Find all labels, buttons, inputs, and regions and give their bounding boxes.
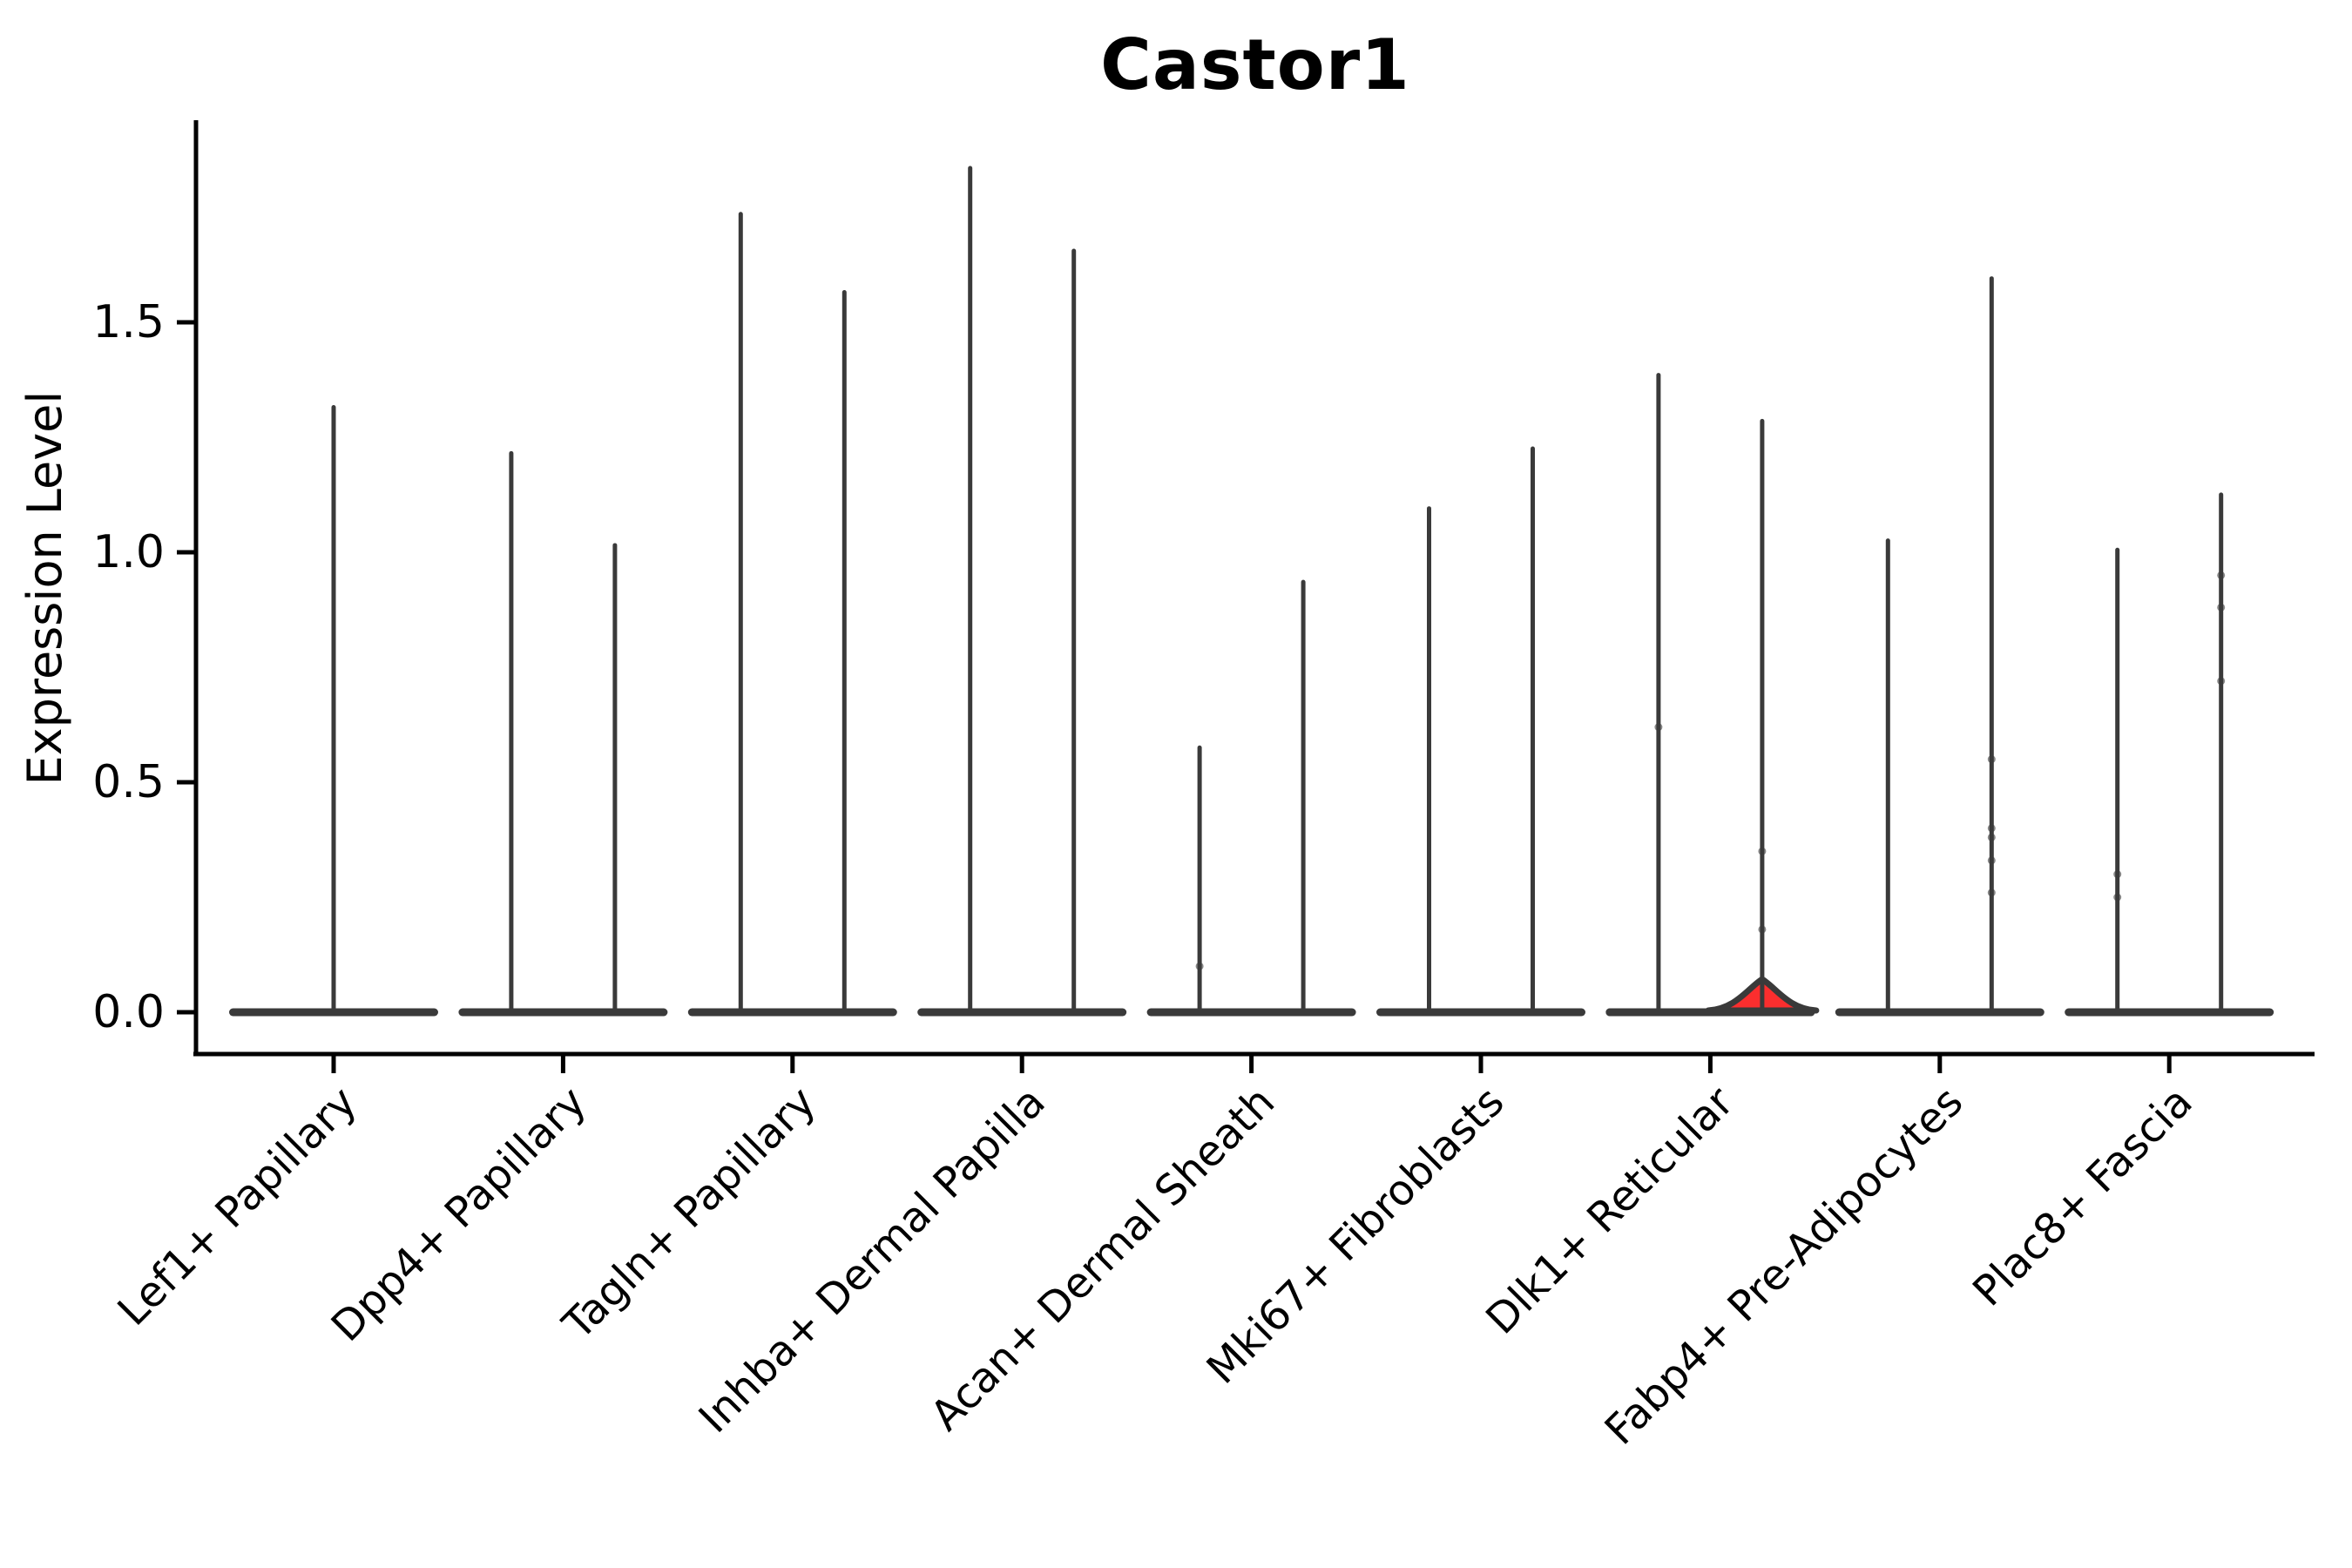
expression-dot xyxy=(1654,723,1663,732)
x-tick-label: Plac8+ Fascia xyxy=(1963,1078,2202,1316)
expression-dot xyxy=(1758,847,1767,855)
violin-body xyxy=(1835,1008,2044,1017)
expression-dot xyxy=(1987,889,1996,897)
expression-dot xyxy=(1987,824,1996,833)
expression-dot xyxy=(2113,870,2122,879)
violin-body xyxy=(2065,1008,2274,1017)
expression-dot xyxy=(1195,962,1204,970)
y-tick-label: 0.0 xyxy=(92,986,165,1038)
violin-body xyxy=(458,1008,668,1017)
violin-body xyxy=(687,1008,897,1017)
violin-body xyxy=(1605,1008,1815,1017)
y-tick-label: 0.5 xyxy=(92,756,165,808)
x-tick-label: Dpp4+ Papillary xyxy=(322,1078,596,1351)
y-tick-label: 1.5 xyxy=(92,296,165,348)
violin-body xyxy=(917,1008,1127,1017)
expression-dot xyxy=(2217,571,2226,579)
x-tick-label: Tagln+ Papillary xyxy=(553,1078,825,1349)
y-axis-title: Expression Level xyxy=(17,391,72,786)
expression-dot xyxy=(2113,893,2122,902)
expression-dot xyxy=(1987,755,1996,764)
x-tick-label: Dlk1+ Reticular xyxy=(1477,1078,1743,1344)
x-tick-label: Lef1+ Papillary xyxy=(109,1078,367,1335)
violin-body xyxy=(1376,1008,1585,1017)
expression-dot xyxy=(1758,925,1767,934)
violin-body xyxy=(1146,1008,1356,1017)
violin-layer xyxy=(229,166,2274,1017)
expression-dot xyxy=(1987,856,1996,865)
expression-dot xyxy=(2217,677,2226,686)
expression-dot xyxy=(1987,833,1996,841)
axes-layer xyxy=(177,120,2315,1073)
expression-dot xyxy=(2217,603,2226,612)
plot-title: Castor1 xyxy=(1100,24,1410,105)
y-tick-label: 1.0 xyxy=(92,526,165,578)
